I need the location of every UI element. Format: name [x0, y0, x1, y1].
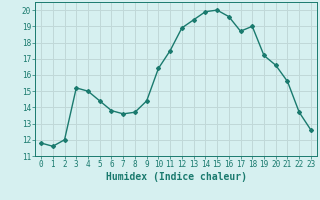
X-axis label: Humidex (Indice chaleur): Humidex (Indice chaleur) — [106, 172, 246, 182]
